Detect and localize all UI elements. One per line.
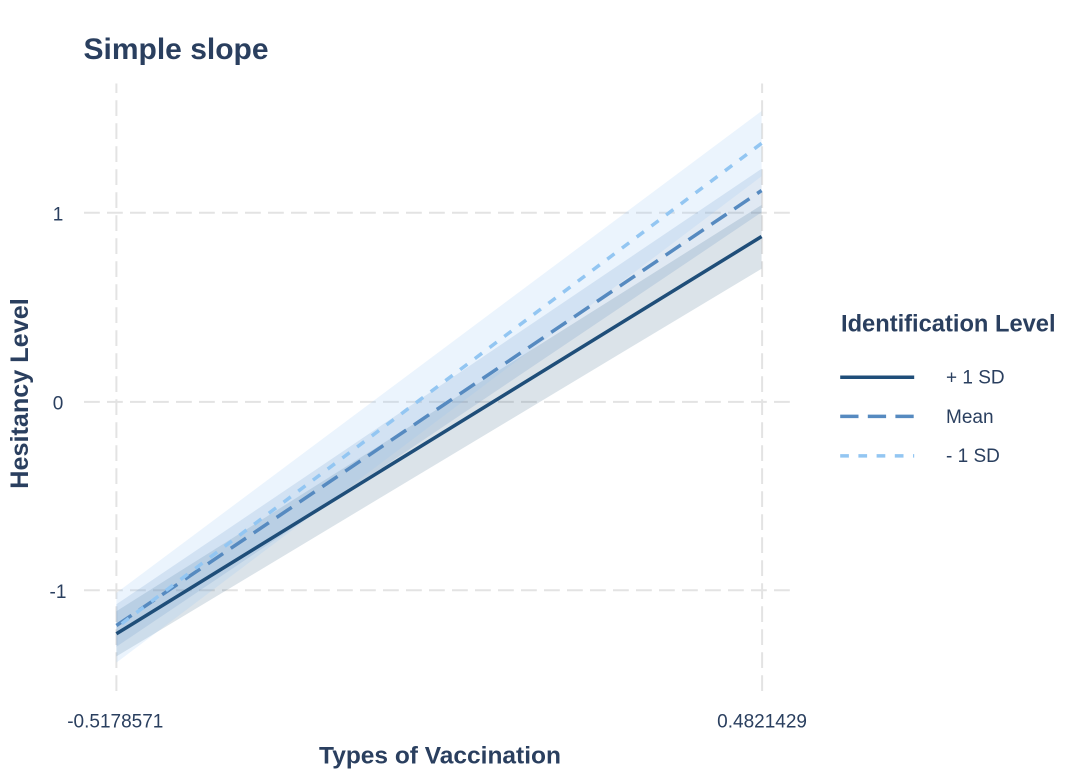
svg-text:-1: -1: [50, 582, 67, 603]
svg-text:- 1 SD: - 1 SD: [946, 446, 1000, 467]
svg-text:-0.5178571: -0.5178571: [67, 712, 163, 733]
svg-text:Identification Level: Identification Level: [841, 312, 1056, 338]
svg-text:Mean: Mean: [946, 407, 994, 428]
svg-text:Types of Vaccination: Types of Vaccination: [319, 743, 561, 770]
svg-text:+ 1 SD: + 1 SD: [946, 368, 1005, 389]
svg-text:Hesitancy Level: Hesitancy Level: [6, 298, 34, 488]
svg-text:0.4821429: 0.4821429: [717, 712, 807, 733]
svg-text:1: 1: [53, 204, 64, 225]
svg-text:Simple slope: Simple slope: [84, 33, 269, 66]
svg-text:0: 0: [53, 394, 64, 415]
